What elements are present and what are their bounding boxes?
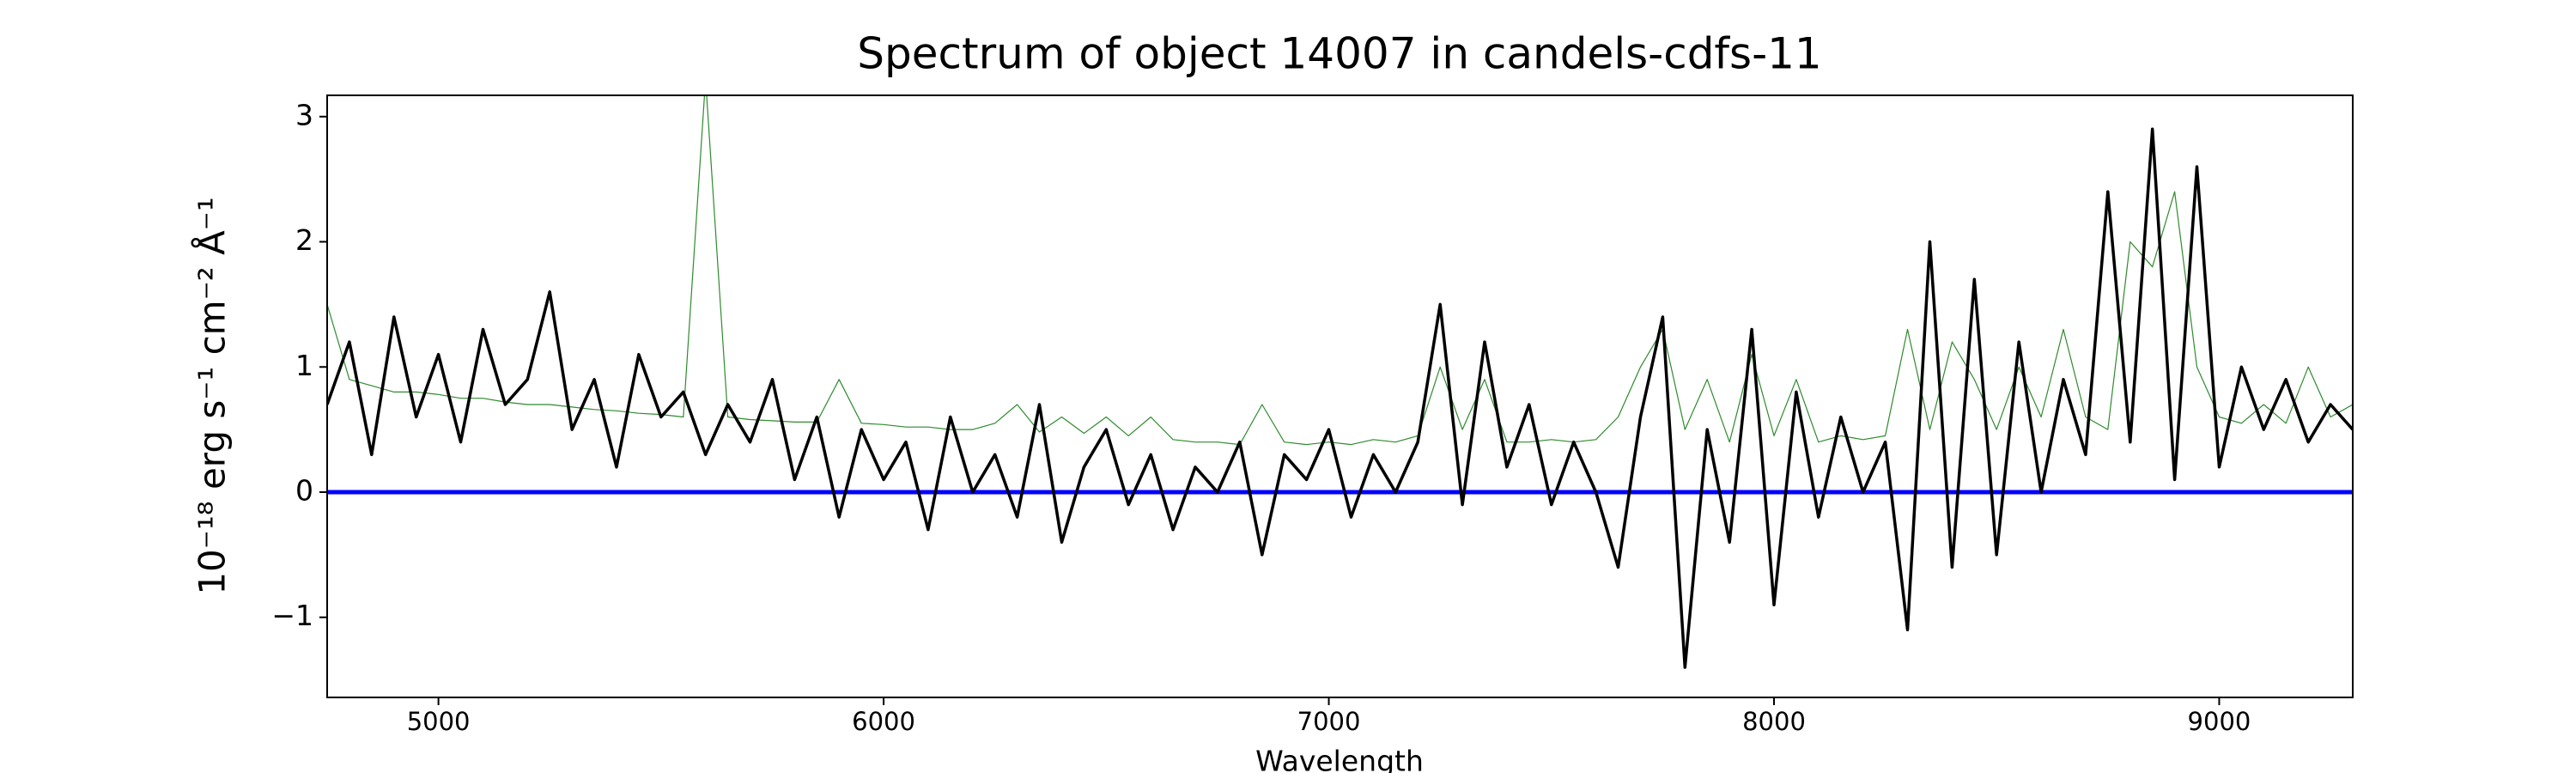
- x-tick-label: 7000: [1297, 707, 1361, 736]
- y-tick-label: −1: [271, 599, 313, 632]
- y-tick-label: 1: [295, 349, 313, 382]
- x-tick-label: 6000: [852, 707, 915, 736]
- plot-area: [327, 95, 2353, 669]
- chart-title: Spectrum of object 14007 in candels-cdfs…: [857, 29, 1822, 79]
- y-tick-label: 0: [295, 473, 313, 507]
- x-tick-label: 5000: [407, 707, 471, 736]
- spectrum-line: [327, 127, 2353, 669]
- x-tick-label: 9000: [2188, 707, 2251, 736]
- y-tick-label: 2: [295, 223, 313, 257]
- x-tick-label: 8000: [1742, 707, 1806, 736]
- y-tick-label: 3: [295, 98, 313, 131]
- y-axis-label: 10⁻¹⁸ erg s⁻¹ cm⁻² Å⁻¹: [191, 197, 234, 594]
- axes-frame: [326, 94, 2354, 698]
- x-axis-label: Wavelength: [1255, 745, 1424, 773]
